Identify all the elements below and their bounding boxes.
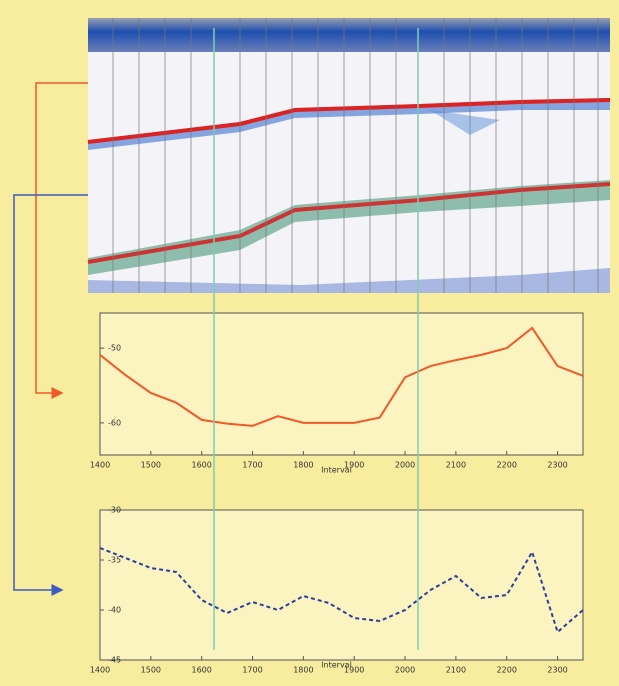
- x-tick-label: 1500: [141, 461, 161, 470]
- x-tick-label: 2100: [446, 461, 466, 470]
- x-tick-label: 2100: [446, 666, 466, 675]
- x-tick-label: 1400: [90, 461, 110, 470]
- x-tick-label: 1800: [293, 666, 313, 675]
- x-axis-label: Interval: [321, 661, 352, 670]
- x-tick-label: 1600: [192, 461, 212, 470]
- x-tick-label: 1700: [242, 666, 262, 675]
- x-axis-label: Interval: [321, 466, 352, 475]
- y-tick-label: -40: [108, 606, 121, 615]
- y-tick-label: -30: [108, 506, 121, 515]
- x-tick-label: 1400: [90, 666, 110, 675]
- x-tick-label: 2000: [395, 461, 415, 470]
- x-tick-label: 2200: [497, 666, 517, 675]
- y-tick-label: -60: [108, 418, 121, 427]
- x-tick-label: 1800: [293, 461, 313, 470]
- x-tick-label: 1700: [242, 461, 262, 470]
- x-tick-label: 1600: [192, 666, 212, 675]
- x-tick-label: 2300: [547, 666, 567, 675]
- x-tick-label: 1500: [141, 666, 161, 675]
- x-tick-label: 2300: [547, 461, 567, 470]
- x-tick-label: 2200: [497, 461, 517, 470]
- plot-area: [100, 313, 583, 455]
- y-tick-label: -45: [108, 656, 121, 665]
- plot-area: [100, 510, 583, 660]
- x-tick-label: 2000: [395, 666, 415, 675]
- y-tick-label: -50: [108, 344, 121, 353]
- y-tick-label: -35: [108, 556, 121, 565]
- figure: 1400150016001700180019002000210022002300…: [0, 0, 619, 686]
- echogram: [88, 18, 610, 293]
